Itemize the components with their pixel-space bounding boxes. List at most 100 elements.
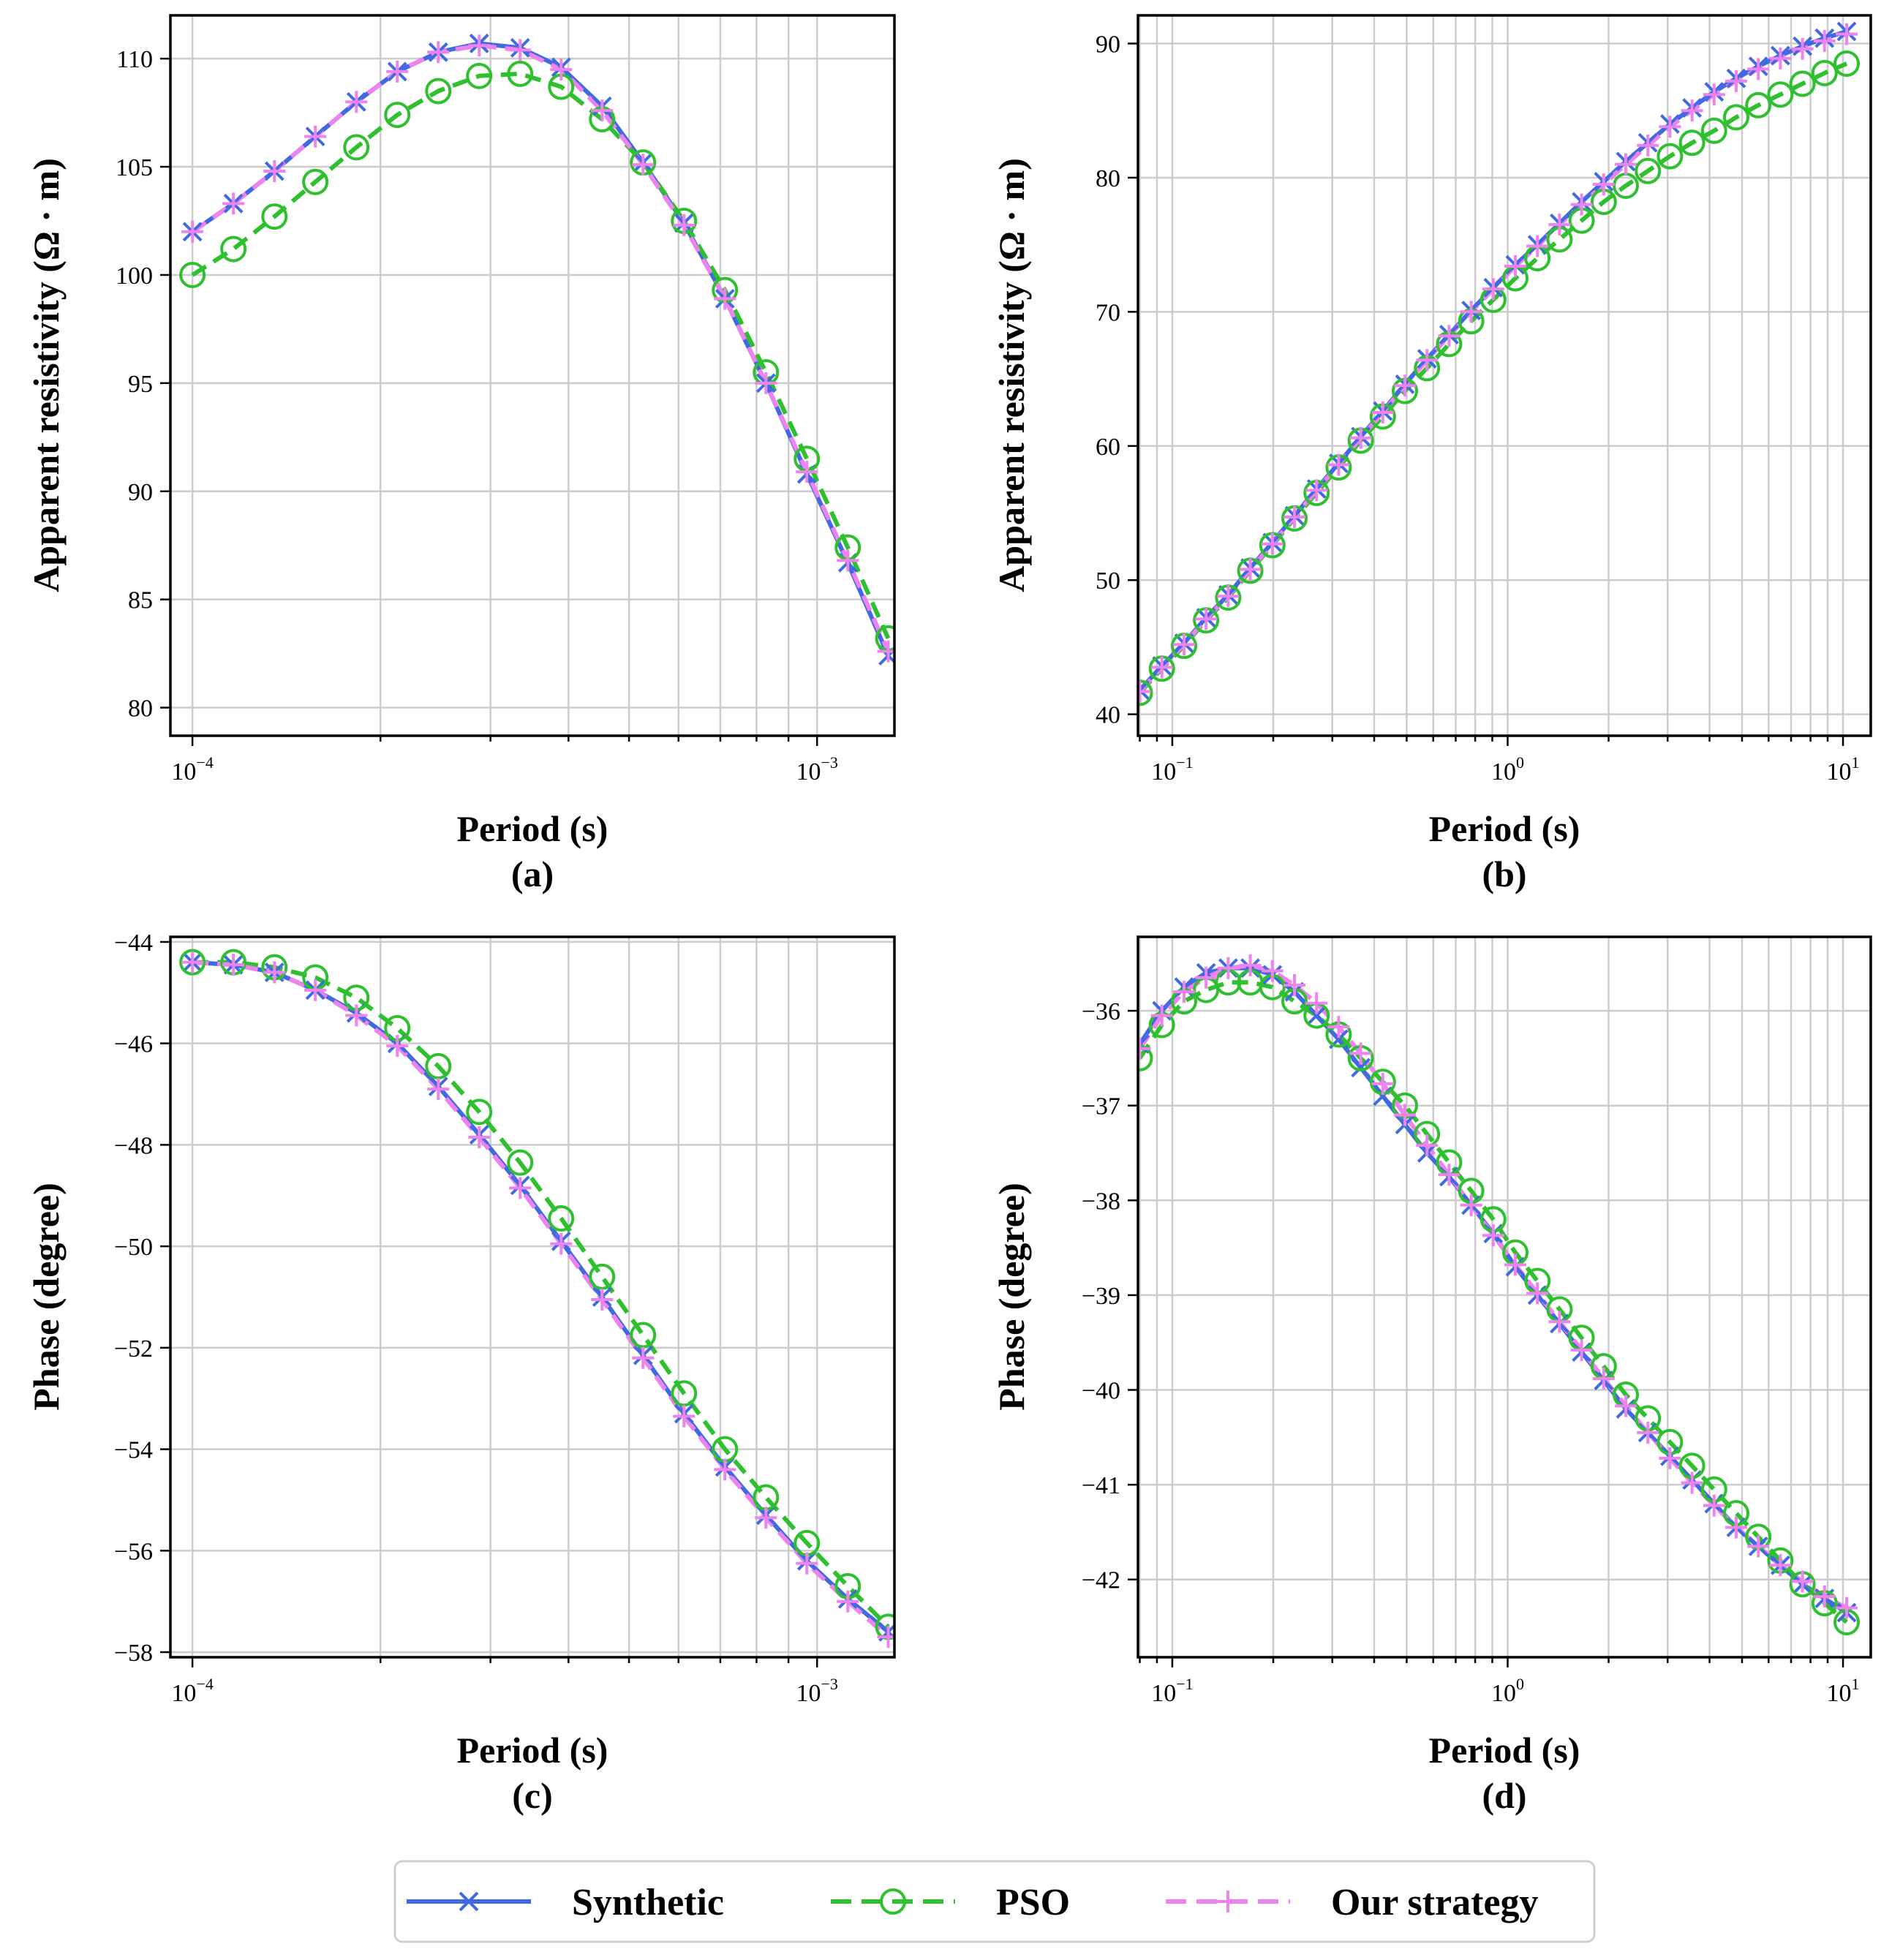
legend-item-our-strategy — [1166, 1891, 1290, 1912]
tick-layer: 40 50 60 70 80 90 10−1 100 101 — [1096, 31, 1860, 785]
data-point-ours — [1371, 1072, 1394, 1095]
data-point-ours — [1813, 29, 1836, 52]
y-tick-label: −36 — [1082, 998, 1120, 1025]
data-point-ours — [1460, 1194, 1482, 1216]
data-point-pso — [589, 1263, 616, 1290]
y-tick-label: 95 — [128, 371, 153, 398]
data-point-pso — [1656, 143, 1684, 170]
data-point-ours — [1305, 479, 1328, 502]
markers-pso — [179, 60, 894, 652]
data-point-ours — [509, 1177, 532, 1199]
data-point-ours — [1371, 401, 1394, 423]
data-point-ours — [222, 954, 245, 976]
x-axis-title: Period (s) — [457, 1730, 608, 1771]
legend-box — [393, 1860, 1596, 1943]
data-point-ours — [877, 640, 894, 663]
data-point-pso — [343, 134, 370, 161]
data-point-ours — [1747, 1535, 1770, 1558]
axes-frame — [169, 14, 896, 737]
data-point-ours — [1592, 173, 1615, 196]
panel-label-b: (b) — [1482, 853, 1526, 894]
legend-item-pso — [831, 1888, 955, 1915]
y-tick-label: 40 — [1096, 702, 1120, 729]
data-point-ours — [591, 1288, 614, 1311]
data-point-ours — [550, 58, 573, 80]
data-point-ours — [1195, 608, 1218, 630]
data-point-ours — [755, 372, 777, 394]
data-point-pso — [1723, 104, 1750, 131]
data-point-ours — [796, 461, 818, 483]
data-point-ours — [1659, 116, 1681, 138]
y-tick-label: 50 — [1096, 568, 1120, 595]
data-point-ours — [1526, 1282, 1549, 1305]
data-point-ours — [1791, 1570, 1814, 1593]
data-point-pso — [179, 949, 206, 976]
data-point-ours — [468, 1126, 491, 1148]
data-point-ours — [1681, 1471, 1703, 1494]
data-point-ours — [181, 951, 204, 973]
series-layer — [1138, 954, 1861, 1636]
data-point-ours — [1592, 1367, 1615, 1390]
data-point-ours — [1416, 1134, 1439, 1157]
data-point-ours — [591, 99, 614, 122]
series-layer — [1138, 21, 1861, 706]
data-point-pso — [1833, 50, 1861, 78]
data-point-pso — [220, 235, 247, 263]
data-point-pso — [425, 78, 452, 105]
data-point-pso — [1767, 81, 1794, 108]
data-point-pso — [548, 1205, 575, 1232]
x-tick-label: 100 — [1491, 1675, 1524, 1707]
x-tick-label: 10−3 — [796, 753, 838, 785]
data-point-ours — [1138, 680, 1151, 703]
data-point-ours — [1703, 83, 1725, 106]
data-point-ours — [386, 60, 409, 83]
axes-frame — [1136, 14, 1872, 737]
y-tick-label: 80 — [128, 696, 153, 723]
y-tick-label: 80 — [1096, 165, 1120, 192]
data-point-ours — [345, 91, 368, 113]
series-line-ours — [191, 43, 891, 652]
markers-synthetic — [182, 34, 894, 666]
data-point-pso — [507, 60, 534, 87]
axes-frame — [169, 935, 896, 1659]
y-tick-label: 60 — [1096, 434, 1120, 461]
plot-area — [179, 949, 894, 1648]
series-line-ours — [192, 960, 890, 1639]
data-point-ours — [263, 961, 286, 984]
panel-label-a: (a) — [511, 853, 554, 894]
y-axis-title: Apparent resistivity (Ω · m) — [991, 158, 1032, 592]
x-tick-label: 101 — [1827, 1675, 1860, 1707]
data-point-ours — [1150, 656, 1173, 679]
data-point-pso — [1745, 91, 1772, 118]
y-tick-label: −58 — [114, 1640, 153, 1667]
y-axis-title: Phase (degree) — [26, 1183, 67, 1410]
data-point-ours — [1261, 960, 1283, 982]
data-point-pso — [425, 1052, 452, 1079]
data-point-ours — [632, 154, 655, 176]
data-point-ours — [673, 1405, 696, 1428]
data-point-pso — [630, 1322, 657, 1349]
y-tick-label: 105 — [116, 154, 153, 181]
data-point-ours — [1836, 23, 1858, 45]
tick-layer: −44 −46 −48 −50 −52 −54 −56 −58 10−4 10−3 — [114, 930, 838, 1707]
data-point-ours — [1615, 153, 1637, 176]
data-point-pso — [753, 1484, 780, 1511]
data-point-ours — [1482, 278, 1504, 301]
y-axis-title: Apparent resistivity (Ω · m) — [26, 158, 67, 592]
y-tick-label: −44 — [114, 930, 153, 957]
data-point-pso — [1789, 70, 1816, 97]
data-point-ours — [1239, 558, 1262, 581]
y-axis-title: Phase (degree) — [991, 1183, 1032, 1410]
data-point-ours — [1548, 214, 1571, 236]
x-axis-title: Period (s) — [1429, 808, 1580, 849]
y-tick-label: 110 — [116, 46, 153, 73]
data-point-synthetic — [1351, 1058, 1371, 1078]
data-point-ours — [345, 1004, 368, 1027]
data-point-ours — [1504, 255, 1527, 278]
data-point-ours — [550, 1232, 573, 1255]
markers-pso — [1138, 50, 1861, 706]
data-point-pso — [179, 261, 206, 288]
y-tick-label: 70 — [1096, 299, 1120, 326]
data-point-ours — [304, 979, 327, 1001]
x-tick-label: 10−4 — [171, 753, 213, 785]
